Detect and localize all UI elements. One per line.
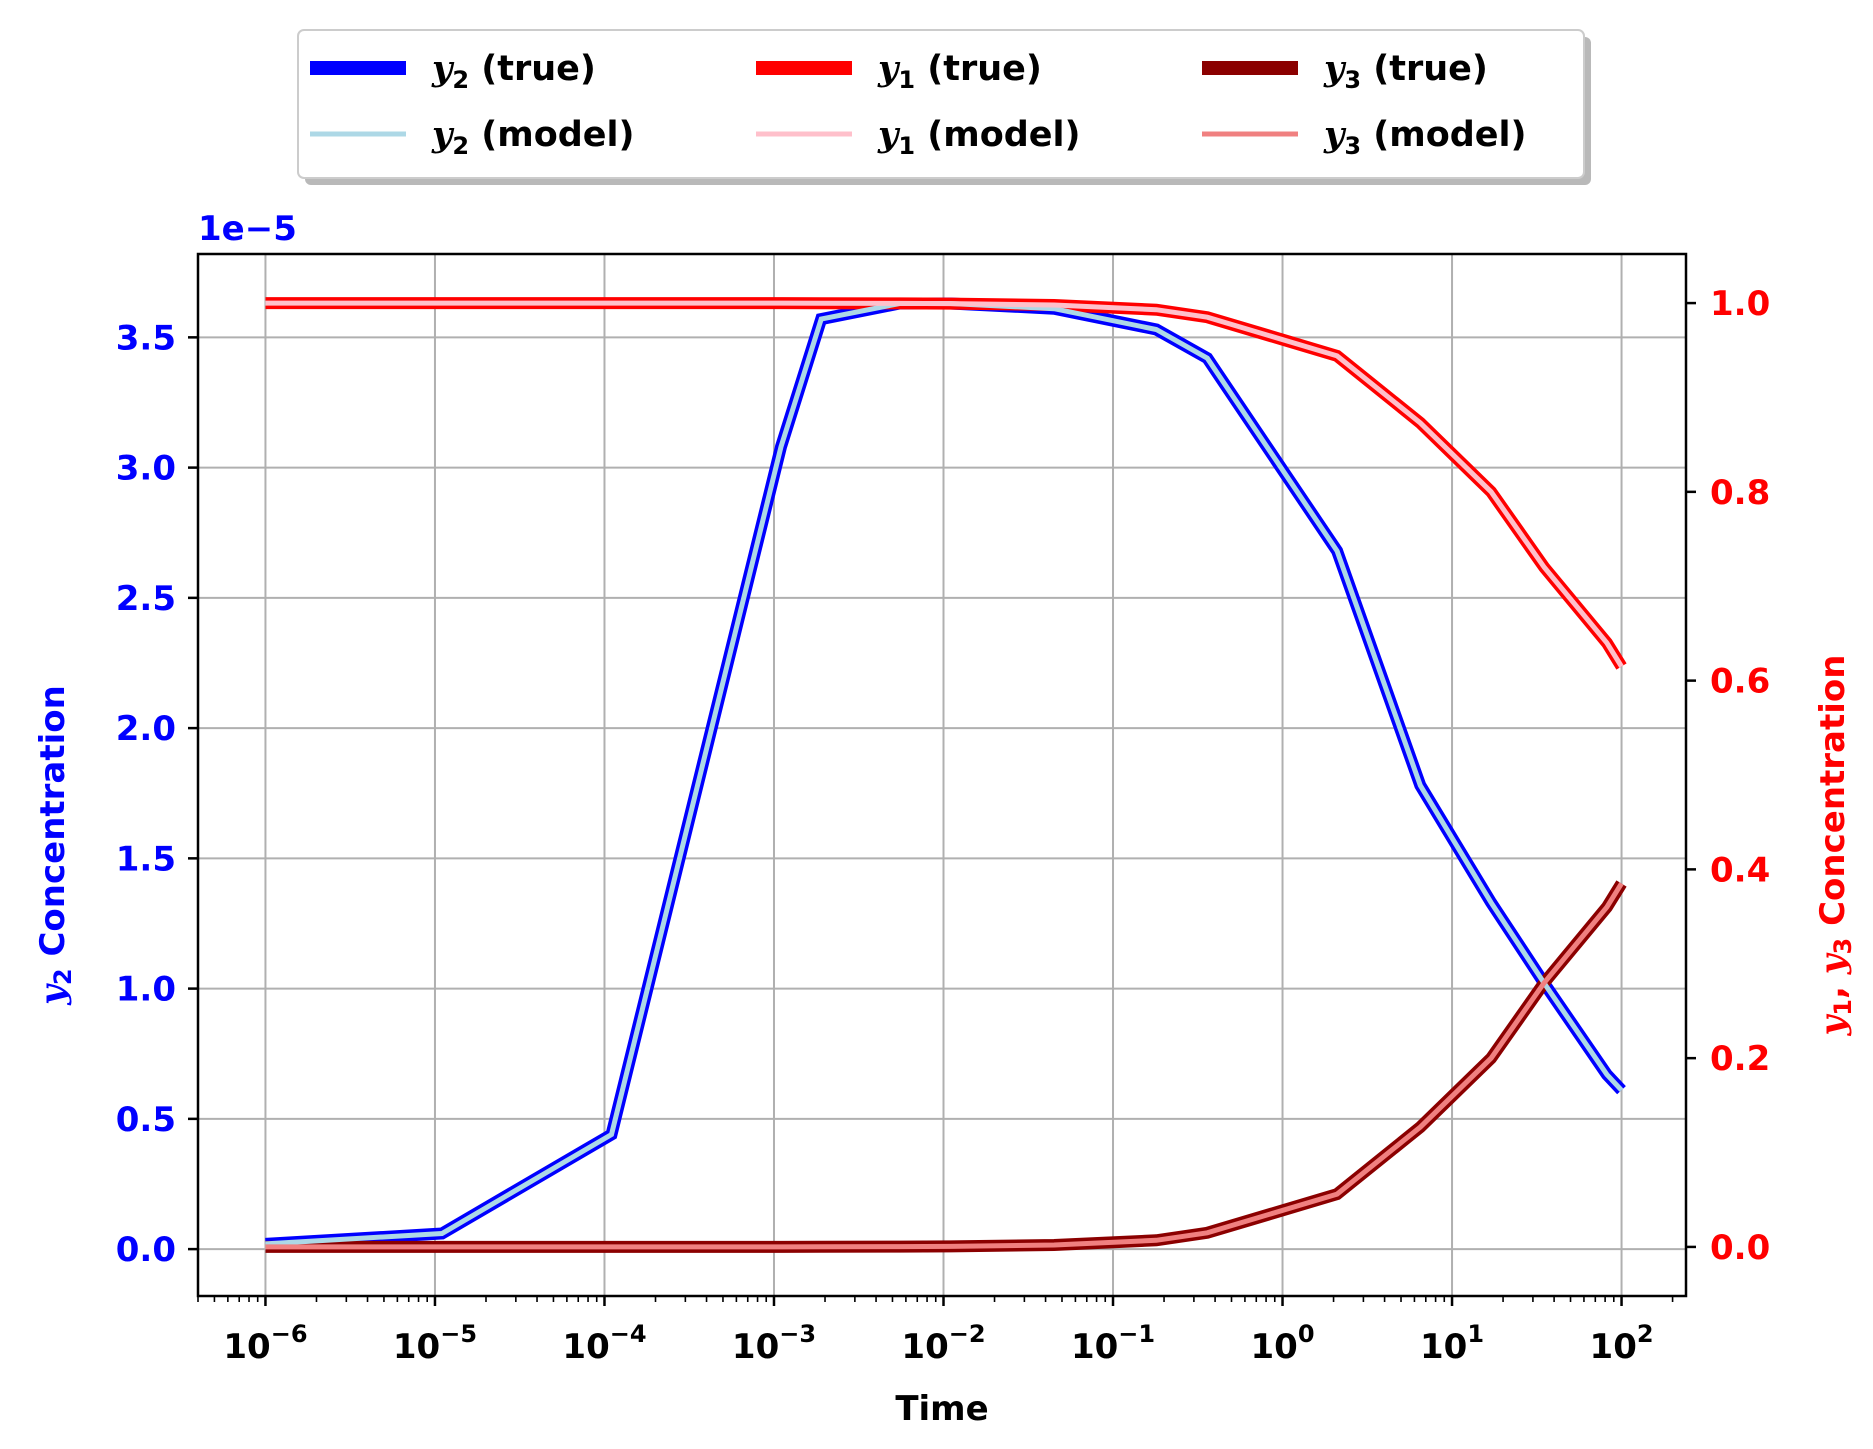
right-axis-title-var2: y	[1813, 952, 1853, 975]
right-axis-title-var1: y	[1813, 1013, 1853, 1036]
x-tick-label: 10−2	[901, 1320, 985, 1367]
right-axis-title: y1, y3 Concentration	[1813, 655, 1857, 1037]
right-y-tick-label: 0.6	[1710, 662, 1770, 702]
right-axis-title-rest: Concentration	[1813, 655, 1853, 938]
left-axis-offset-text: 1e−5	[198, 209, 297, 249]
right-y-tick-label: 1.0	[1710, 284, 1770, 324]
y-axis-left: 0.0 0.5 1.0 1.5 2.0 2.5 3.0 3.5	[116, 318, 198, 1270]
left-y-tick-label: 1.5	[116, 839, 176, 879]
legend: y2 (true) y2 (model) y1 (true) y1 (model) y3…	[297, 29, 1591, 185]
left-y-tick-label: 1.0	[116, 970, 176, 1010]
legend-label-y2-true: y2 (true)	[431, 48, 596, 94]
right-y-tick-label: 0.8	[1710, 473, 1770, 513]
series-y1-model	[265, 300, 1624, 668]
left-axis-title-rest: Concentration	[33, 685, 73, 968]
left-axis-title-sub: 2	[49, 968, 77, 985]
legend-label-y1-model: y1 (model)	[877, 114, 1081, 160]
x-tick-label: 10−3	[732, 1320, 816, 1367]
left-y-tick-label: 3.5	[116, 318, 176, 358]
legend-label-y3-true: y3 (true)	[1323, 48, 1488, 94]
right-axis-title-sub2: 3	[1829, 938, 1857, 955]
series-y3-model	[265, 882, 1624, 1250]
x-tick-label: 10−1	[1071, 1320, 1155, 1367]
legend-label-y1-true: y1 (true)	[877, 48, 1042, 94]
left-y-tick-label: 2.5	[116, 579, 176, 619]
series-lines	[265, 297, 1627, 1253]
legend-label-y3-model: y3 (model)	[1323, 114, 1527, 160]
x-axis-title: Time	[895, 1389, 988, 1429]
right-y-tick-label: 0.4	[1710, 850, 1770, 890]
right-axis-title-sub1: 1	[1829, 999, 1857, 1016]
left-y-tick-label: 0.0	[116, 1230, 176, 1270]
legend-label-y2-model: y2 (model)	[431, 114, 635, 160]
right-axis-title-sep: ,	[1813, 974, 1853, 999]
y-axis-right: 0.0 0.2 0.4 0.6 0.8 1.0	[1686, 284, 1770, 1268]
x-tick-label: 100	[1251, 1320, 1315, 1367]
x-tick-label: 10−5	[393, 1320, 477, 1367]
plot-frame	[196, 252, 1688, 1298]
x-tick-label: 10−6	[223, 1320, 307, 1367]
x-tick-label: 101	[1420, 1320, 1484, 1367]
left-axis-title-var: y	[33, 983, 73, 1006]
left-y-tick-label: 3.0	[116, 449, 176, 489]
right-y-tick-label: 0.0	[1710, 1228, 1770, 1268]
x-tick-label: 10−4	[562, 1320, 646, 1367]
series-y2-model	[265, 301, 1624, 1247]
left-y-tick-label: 2.0	[116, 709, 176, 749]
left-axis-title: y2 Concentration	[33, 685, 77, 1006]
x-axis: 10−6 10−5 10−4 10−3 10−2 10−1 100 101 102	[197, 1296, 1674, 1367]
grid	[198, 254, 1686, 1296]
left-y-tick-label: 0.5	[116, 1100, 176, 1140]
right-y-tick-label: 0.2	[1710, 1039, 1770, 1079]
x-tick-label: 102	[1590, 1320, 1654, 1367]
